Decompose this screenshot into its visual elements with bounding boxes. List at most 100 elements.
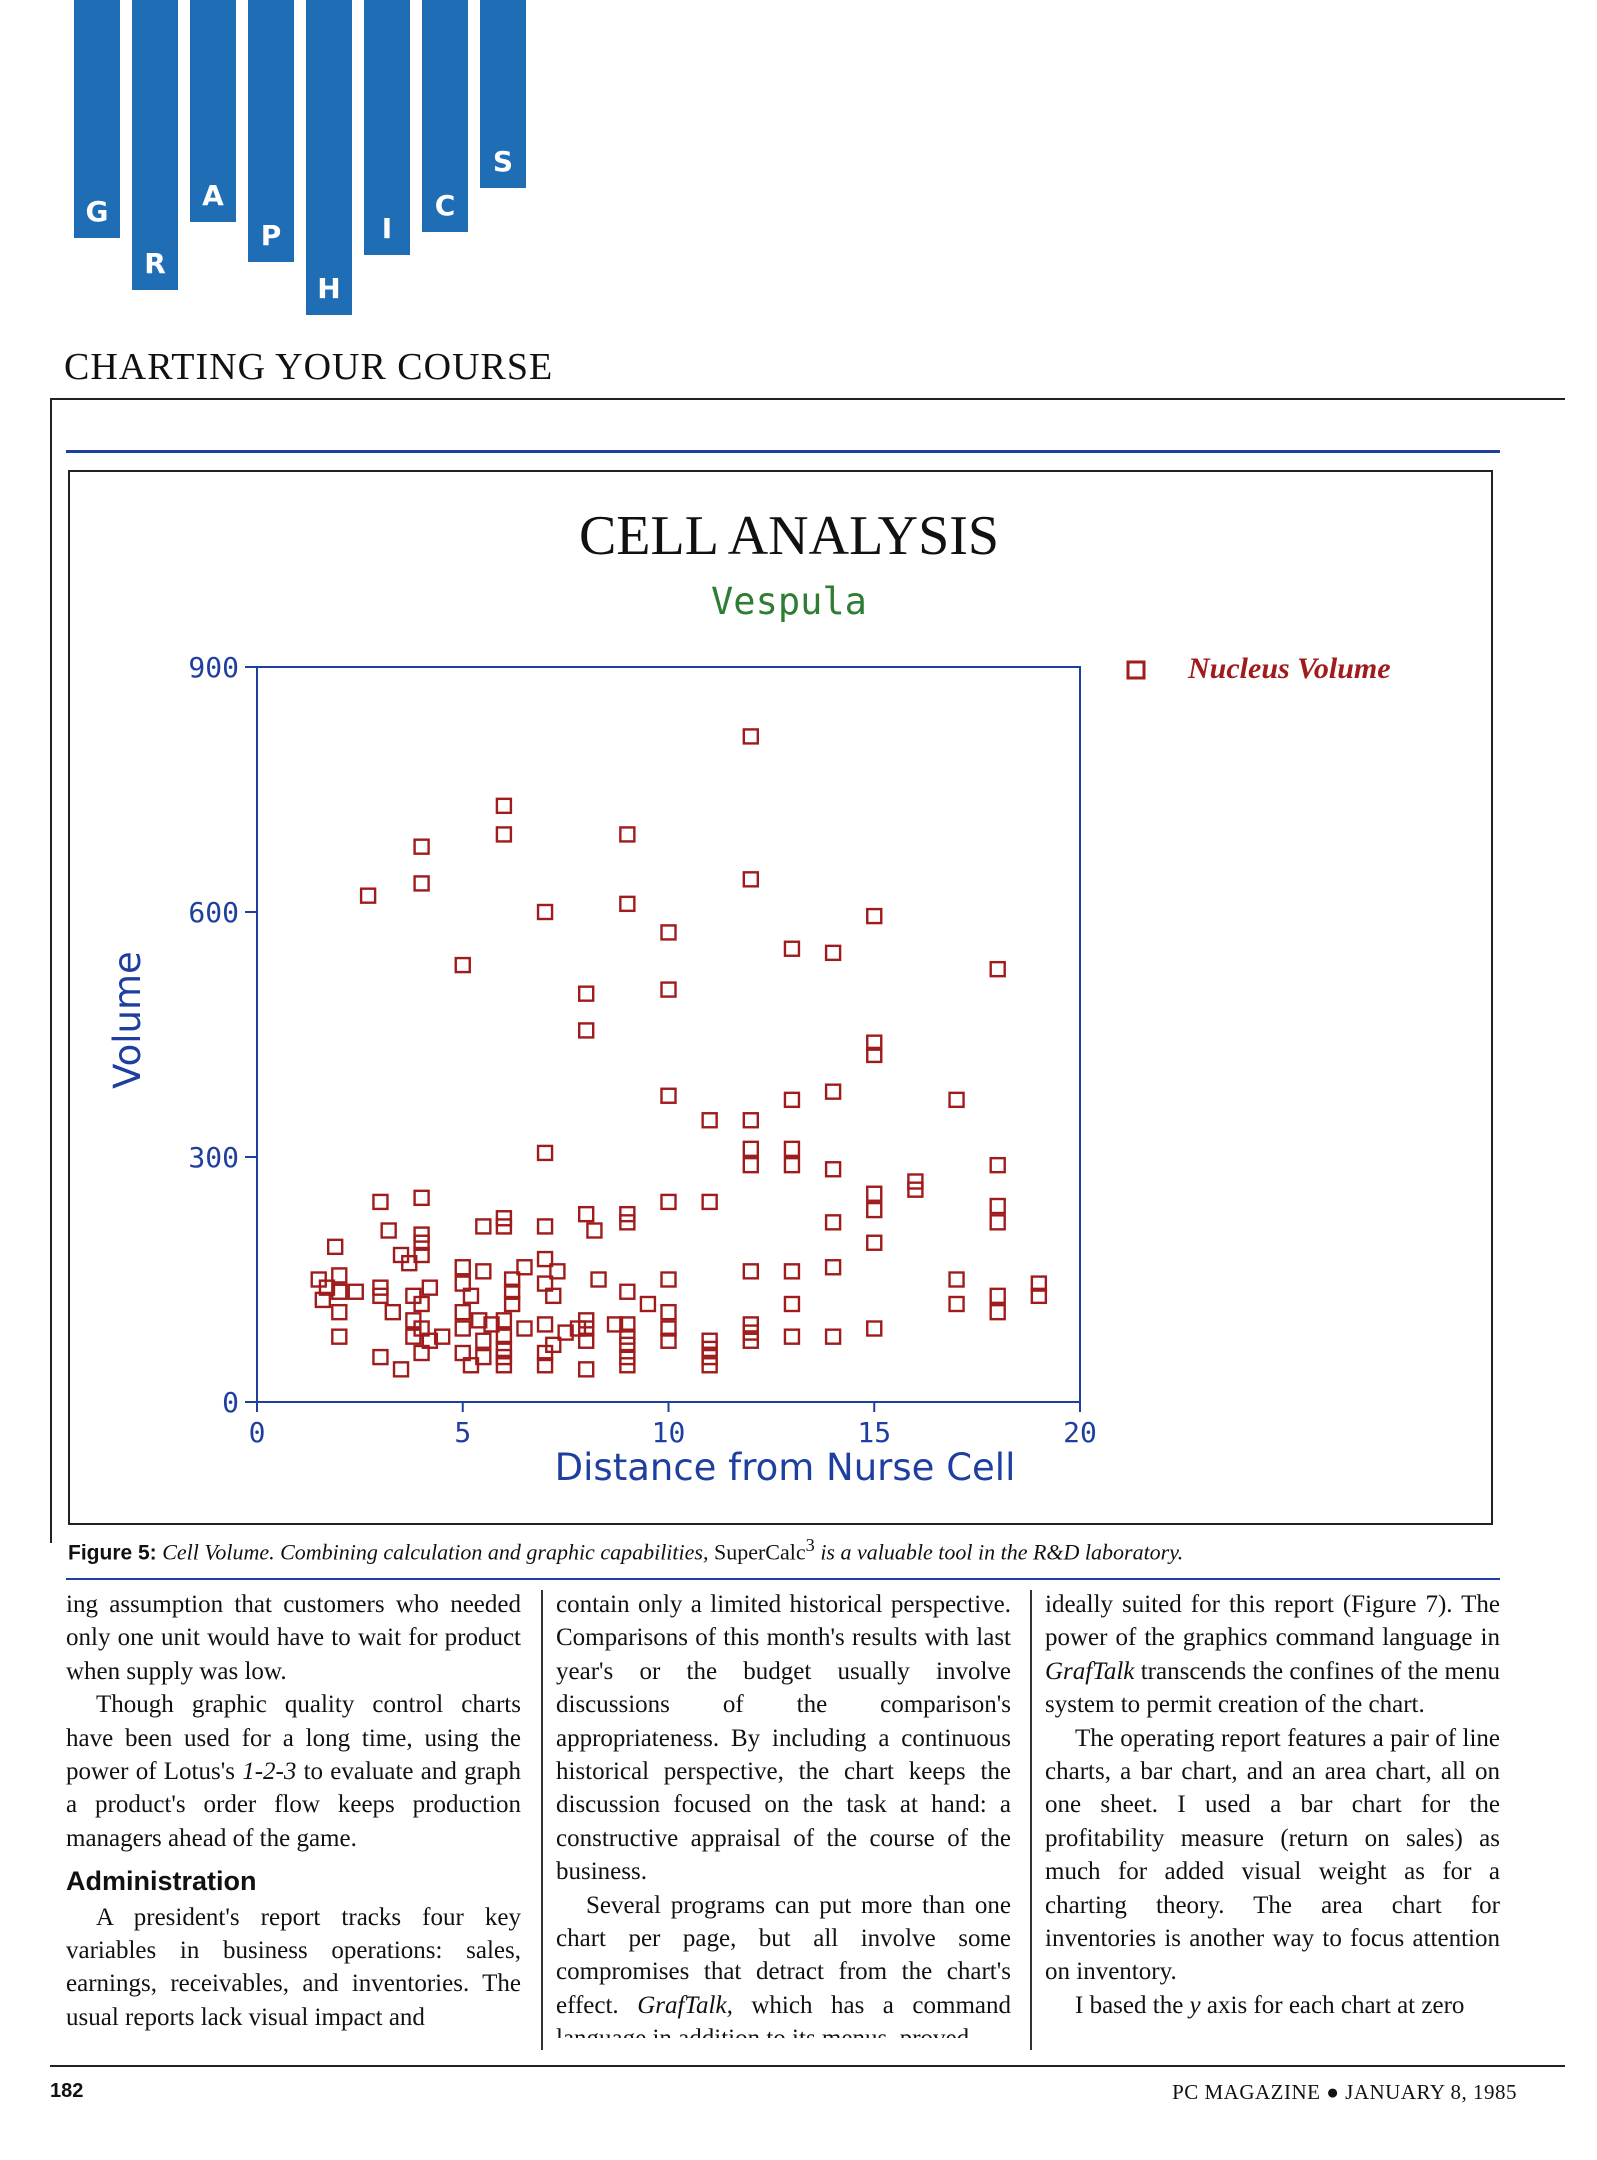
y-tick-label: 300 <box>188 1141 239 1174</box>
data-point <box>569 1320 587 1337</box>
data-point <box>660 1320 677 1337</box>
data-point <box>536 1218 554 1235</box>
data-point <box>331 1267 348 1284</box>
data-point <box>660 1332 677 1349</box>
data-point <box>413 1189 430 1207</box>
data-point <box>742 1263 759 1280</box>
data-point <box>660 1271 677 1288</box>
scatter-chart: CELL ANALYSIS Vespula 0 5 10 15 20 0 300 600 900… <box>106 505 1391 1489</box>
data-point <box>372 1348 389 1366</box>
data-point <box>989 1303 1006 1321</box>
data-point <box>783 1140 801 1158</box>
y-tick-label: 600 <box>188 896 239 929</box>
data-point <box>606 1316 624 1333</box>
data-point <box>495 1312 513 1329</box>
data-point <box>824 1328 842 1345</box>
data-point <box>359 887 377 904</box>
paragraph: A president's report tracks four key var… <box>66 1903 521 2031</box>
text-column-2: contain only a limited historical perspe… <box>556 1588 1011 2038</box>
data-point <box>824 944 842 962</box>
data-point <box>824 1083 842 1100</box>
data-point <box>545 1287 562 1305</box>
data-point <box>660 981 677 998</box>
masthead-bar: I <box>364 0 410 255</box>
data-point <box>783 940 801 957</box>
data-point <box>314 1291 332 1309</box>
section-title: CHARTING YOUR COURSE <box>64 346 554 388</box>
plot-frame <box>256 666 1081 1403</box>
caption-text: Cell Volume. Combining calculation and g… <box>162 1539 709 1565</box>
data-point <box>742 871 759 888</box>
masthead-letter: C <box>434 189 456 222</box>
data-point <box>866 907 883 925</box>
data-point <box>475 1263 492 1280</box>
data-point <box>495 797 513 815</box>
emphasis: GrafTalk <box>1045 1657 1135 1685</box>
data-point <box>866 1234 883 1251</box>
data-point <box>421 1279 439 1296</box>
chart-subtitle: Vespula <box>711 580 867 623</box>
data-point <box>413 1295 430 1313</box>
data-point <box>483 1316 500 1333</box>
data-point <box>989 960 1006 978</box>
data-point <box>380 1222 397 1239</box>
data-point <box>660 1303 677 1321</box>
data-point <box>503 1283 521 1300</box>
footer-rule <box>50 2065 1565 2067</box>
data-point <box>536 1316 554 1333</box>
masthead-bar: G <box>74 0 120 238</box>
data-point <box>392 1361 410 1378</box>
x-tick-label: 20 <box>1063 1416 1097 1449</box>
figure-caption: Figure 5: Cell Volume. Combining calcula… <box>68 1535 1508 1565</box>
data-point <box>495 1328 513 1345</box>
figure-top-rule <box>66 450 1500 453</box>
data-point <box>742 728 759 745</box>
data-point <box>1030 1287 1048 1305</box>
data-point <box>536 1250 554 1268</box>
data-point <box>590 1271 607 1288</box>
data-point <box>783 1263 801 1280</box>
data-point <box>619 1316 636 1333</box>
data-point <box>326 1238 344 1256</box>
data-point <box>401 1254 418 1272</box>
data-point <box>948 1091 965 1109</box>
data-point <box>989 1156 1006 1174</box>
paragraph: I based the y axis for each chart at zer… <box>1075 1991 1465 2019</box>
data-point <box>660 1193 677 1211</box>
masthead-letter: S <box>492 145 514 178</box>
data-point <box>405 1328 422 1345</box>
data-point <box>462 1357 480 1374</box>
data-point <box>471 1312 488 1329</box>
data-point <box>742 1332 759 1349</box>
data-point <box>413 875 430 892</box>
data-point <box>989 1214 1006 1231</box>
x-tick-label: 5 <box>454 1416 471 1449</box>
column-rule <box>541 1590 543 2050</box>
masthead-letter: G <box>85 195 109 228</box>
data-point <box>989 1287 1006 1305</box>
data-point <box>701 1357 718 1374</box>
data-point <box>536 1144 554 1162</box>
caption-brand: SuperCalc <box>713 1539 806 1565</box>
page-number: 182 <box>50 2080 84 2102</box>
data-point <box>742 1140 759 1158</box>
data-point <box>742 1112 759 1129</box>
caption-text-end: is a valuable tool in the R&D laboratory… <box>820 1539 1184 1565</box>
section-heading: Administration <box>66 1866 257 1897</box>
x-tick-label: 0 <box>249 1416 266 1449</box>
data-point <box>503 1295 521 1313</box>
y-tick-label: 0 <box>222 1386 239 1419</box>
data-point <box>783 1295 801 1313</box>
masthead-bar: H <box>306 0 352 315</box>
data-point <box>454 1275 471 1292</box>
y-tick-label: 900 <box>188 651 239 684</box>
section-divider <box>50 398 1565 400</box>
data-point <box>454 1344 471 1362</box>
masthead-bar: S <box>480 0 526 188</box>
data-point <box>660 924 677 941</box>
data-point <box>578 1022 595 1039</box>
data-point <box>413 838 430 855</box>
caption-label: Figure 5: <box>68 1541 157 1565</box>
data-point <box>495 826 513 843</box>
data-point <box>495 1218 513 1235</box>
